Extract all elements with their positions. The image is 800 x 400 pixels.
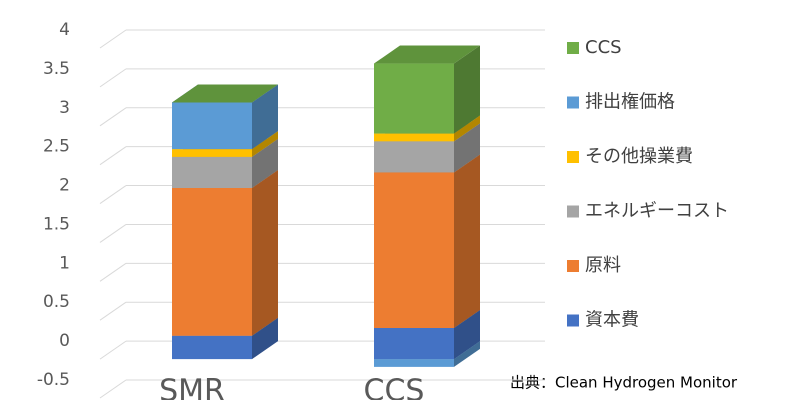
grid-line-floor: [99, 340, 127, 360]
x-tick-label: SMR: [159, 374, 225, 400]
bar-side: [252, 84, 278, 150]
bar-side: [454, 154, 480, 328]
bar-front: [374, 141, 454, 173]
bar-side: [454, 310, 480, 360]
bar-front: [172, 335, 252, 360]
legend-label: CCS: [585, 37, 622, 58]
bar-top: [374, 45, 480, 64]
bar-front: [172, 102, 252, 150]
legend-label: エネルギーコスト: [585, 201, 729, 222]
grid-line-floor: [99, 185, 127, 204]
bar-side: [252, 131, 278, 157]
y-tick-label: -0.5: [37, 370, 70, 390]
bar-side: [252, 170, 278, 336]
grid-line-floor: [99, 224, 127, 243]
legend-swatch: [567, 42, 579, 54]
bar-segment: [172, 170, 278, 336]
bar-side: [252, 138, 278, 188]
bar-front: [172, 149, 252, 157]
bar-side: [454, 123, 480, 173]
bar-side: [454, 45, 480, 134]
source-note: 出典：Clean Hydrogen Monitor: [510, 374, 738, 392]
grid-line-floor: [99, 146, 127, 166]
legend-swatch: [567, 96, 579, 109]
y-tick-label: 0: [59, 331, 70, 351]
legend-label: 原料: [585, 255, 621, 276]
legend-label: 排出権価格: [585, 92, 675, 113]
y-tick-label: 3: [59, 98, 70, 118]
grid-line-floor: [99, 379, 127, 399]
grid-line-floor: [99, 301, 127, 321]
bar-segment: [374, 45, 480, 134]
bar-front: [374, 63, 454, 134]
legend-swatch: [567, 205, 579, 218]
y-tick-label: 1: [59, 253, 70, 273]
grid-line-floor: [99, 68, 127, 88]
legend-label: その他操業費: [585, 146, 693, 167]
y-tick-label: 2.5: [43, 137, 70, 157]
grid-line-floor: [99, 262, 127, 282]
grid-line: [99, 29, 545, 49]
bar-front: [374, 172, 454, 328]
legend-swatch: [567, 151, 579, 163]
y-tick-label: 1.5: [43, 214, 70, 234]
bar-front: [374, 133, 454, 142]
bar-front: [374, 328, 454, 360]
y-tick-label: 0.5: [43, 292, 70, 312]
bar-front: [172, 188, 252, 336]
x-tick-label: CCS: [364, 374, 425, 400]
legend-swatch: [567, 260, 579, 272]
legend-swatch: [567, 314, 579, 327]
bar-front: [172, 156, 252, 188]
grid-line: [99, 379, 545, 399]
bar-top: [172, 84, 278, 103]
grid-line-floor: [99, 29, 127, 49]
y-tick-label: 2: [59, 176, 70, 196]
bar-front: [374, 359, 454, 367]
bar-segment: [374, 154, 480, 328]
y-tick-label: 3.5: [43, 59, 70, 79]
bar-side: [454, 115, 480, 142]
bar-segment: [172, 84, 278, 103]
grid-line-floor: [99, 107, 127, 127]
bar-side: [252, 317, 278, 360]
legend-label: 資本費: [585, 310, 639, 331]
bar-side: [454, 341, 480, 367]
y-tick-label: 4: [59, 20, 70, 40]
